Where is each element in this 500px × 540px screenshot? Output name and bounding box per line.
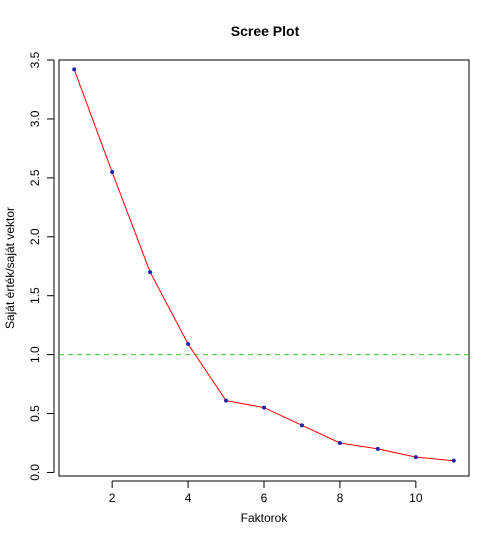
y-tick-label-0.5: 0.5: [28, 405, 42, 422]
data-point-11: [452, 459, 456, 463]
x-axis: 2 4 6 8 10: [109, 481, 423, 505]
series-layer: [72, 67, 456, 462]
data-point-4: [186, 342, 190, 346]
x-tick-label-8: 8: [337, 491, 344, 505]
chart-title: Scree Plot: [231, 23, 300, 39]
x-axis-label: Faktorok: [241, 511, 289, 525]
data-point-8: [338, 441, 342, 445]
data-point-5: [224, 399, 228, 403]
x-tick-label-6: 6: [261, 491, 268, 505]
plot-frame: [59, 60, 469, 476]
y-tick-label-3.0: 3.0: [28, 110, 42, 127]
data-point-6: [262, 406, 266, 410]
series-line: [74, 69, 454, 460]
y-tick-label-0.0: 0.0: [28, 464, 42, 481]
data-point-9: [376, 447, 380, 451]
data-point-3: [148, 270, 152, 274]
x-tick-label-4: 4: [185, 491, 192, 505]
y-tick-label-3.5: 3.5: [28, 51, 42, 68]
data-point-10: [414, 455, 418, 459]
y-axis: 0.0 0.5 1.0 1.5 2.0 2.5 3.0 3.5: [28, 51, 54, 480]
data-point-7: [300, 423, 304, 427]
y-tick-label-1.0: 1.0: [28, 346, 42, 363]
x-tick-label-2: 2: [109, 491, 116, 505]
x-tick-label-10: 10: [409, 491, 423, 505]
y-tick-label-2.5: 2.5: [28, 169, 42, 186]
data-point-2: [110, 170, 114, 174]
y-tick-label-1.5: 1.5: [28, 287, 42, 304]
y-axis-label: Saját érték/saját vektor: [3, 207, 17, 329]
data-point-1: [72, 67, 76, 71]
y-tick-label-2.0: 2.0: [28, 228, 42, 245]
